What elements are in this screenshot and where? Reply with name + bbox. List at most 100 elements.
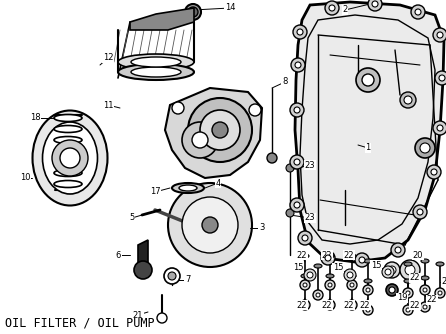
- Text: 22: 22: [297, 250, 307, 260]
- Circle shape: [372, 1, 378, 7]
- Circle shape: [420, 143, 430, 153]
- Ellipse shape: [118, 64, 194, 80]
- Circle shape: [307, 272, 313, 278]
- Text: 15: 15: [333, 264, 343, 273]
- Circle shape: [437, 125, 443, 131]
- Circle shape: [294, 107, 300, 113]
- Circle shape: [302, 235, 308, 241]
- Circle shape: [134, 261, 152, 279]
- Text: 6: 6: [116, 250, 121, 260]
- Circle shape: [359, 257, 365, 263]
- Ellipse shape: [54, 126, 82, 133]
- Circle shape: [350, 303, 354, 307]
- Text: 22: 22: [322, 301, 332, 310]
- Circle shape: [267, 153, 277, 163]
- Text: 22: 22: [344, 301, 354, 310]
- Ellipse shape: [301, 254, 309, 258]
- Circle shape: [438, 291, 442, 295]
- Circle shape: [413, 205, 427, 219]
- Circle shape: [350, 283, 354, 287]
- Circle shape: [290, 103, 304, 117]
- Text: 15: 15: [371, 261, 381, 270]
- Circle shape: [355, 253, 369, 267]
- Circle shape: [347, 272, 353, 278]
- Circle shape: [366, 288, 370, 292]
- Circle shape: [325, 1, 339, 15]
- Polygon shape: [165, 88, 262, 178]
- Text: 10: 10: [20, 173, 30, 182]
- Polygon shape: [295, 2, 444, 262]
- Circle shape: [200, 110, 240, 150]
- Circle shape: [291, 58, 305, 72]
- Ellipse shape: [131, 57, 181, 67]
- Text: 11: 11: [103, 101, 113, 110]
- Ellipse shape: [301, 274, 309, 278]
- Circle shape: [433, 28, 446, 42]
- Polygon shape: [138, 240, 148, 268]
- Text: 22: 22: [410, 301, 420, 310]
- Ellipse shape: [118, 54, 194, 70]
- Circle shape: [168, 183, 252, 267]
- Circle shape: [363, 285, 373, 295]
- Circle shape: [202, 217, 218, 233]
- Ellipse shape: [364, 279, 372, 283]
- Ellipse shape: [421, 276, 429, 280]
- Circle shape: [420, 285, 430, 295]
- Circle shape: [405, 265, 415, 275]
- Text: 22: 22: [442, 278, 446, 287]
- Circle shape: [313, 290, 323, 300]
- Circle shape: [406, 308, 410, 312]
- Circle shape: [406, 291, 410, 295]
- Circle shape: [356, 68, 380, 92]
- Text: 14: 14: [225, 3, 235, 12]
- Ellipse shape: [54, 159, 82, 166]
- Text: 22: 22: [344, 250, 354, 260]
- Circle shape: [286, 164, 294, 172]
- Circle shape: [316, 293, 320, 297]
- Circle shape: [303, 283, 307, 287]
- Circle shape: [293, 25, 307, 39]
- Text: 22: 22: [297, 301, 307, 310]
- Circle shape: [157, 313, 167, 323]
- Text: 21: 21: [133, 311, 143, 320]
- Circle shape: [297, 29, 303, 35]
- Circle shape: [168, 272, 176, 280]
- Circle shape: [52, 140, 88, 176]
- Circle shape: [304, 269, 316, 281]
- Text: 5: 5: [129, 213, 135, 222]
- Circle shape: [385, 269, 391, 275]
- Circle shape: [347, 300, 357, 310]
- Ellipse shape: [54, 180, 82, 187]
- Circle shape: [417, 209, 423, 215]
- Circle shape: [192, 132, 208, 148]
- Circle shape: [415, 9, 421, 15]
- Text: 12: 12: [103, 53, 113, 62]
- Circle shape: [395, 247, 401, 253]
- Circle shape: [388, 266, 396, 274]
- Ellipse shape: [421, 259, 429, 263]
- Circle shape: [439, 75, 445, 81]
- Circle shape: [328, 303, 332, 307]
- Text: 18: 18: [30, 114, 40, 123]
- Ellipse shape: [348, 254, 356, 258]
- Ellipse shape: [54, 137, 82, 144]
- Circle shape: [321, 251, 335, 265]
- Circle shape: [400, 92, 416, 108]
- Circle shape: [188, 98, 252, 162]
- Text: 1: 1: [365, 144, 371, 153]
- Circle shape: [303, 303, 307, 307]
- Circle shape: [300, 300, 310, 310]
- Circle shape: [294, 159, 300, 165]
- Circle shape: [182, 197, 238, 253]
- Circle shape: [347, 280, 357, 290]
- Text: 7: 7: [185, 276, 191, 285]
- Circle shape: [328, 283, 332, 287]
- Circle shape: [400, 260, 420, 280]
- Text: 22: 22: [410, 274, 420, 283]
- Circle shape: [427, 165, 441, 179]
- Circle shape: [60, 148, 80, 168]
- Text: 15: 15: [293, 264, 303, 273]
- Text: 22: 22: [360, 301, 370, 310]
- Ellipse shape: [364, 259, 372, 263]
- Circle shape: [325, 255, 331, 261]
